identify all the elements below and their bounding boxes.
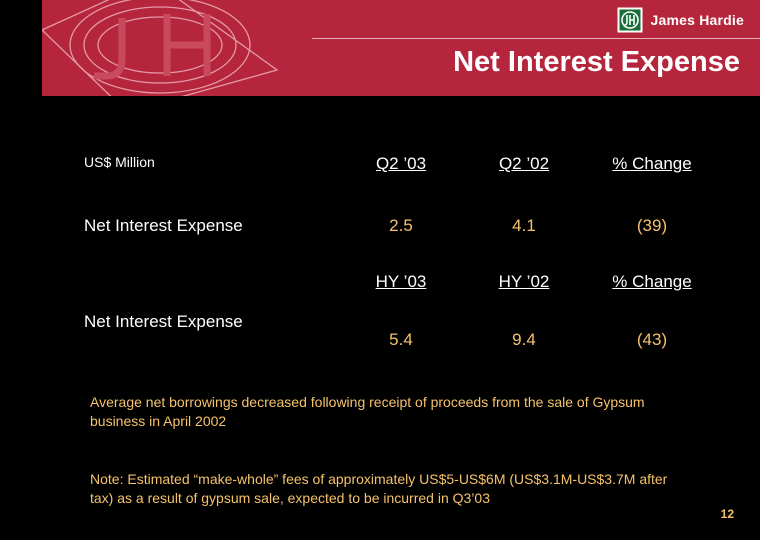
column-header-hy-02: HY ’02 — [498, 272, 550, 291]
header-divider — [312, 38, 760, 39]
value-hy-03: 5.4 — [389, 330, 413, 349]
row-label-quarter: Net Interest Expense — [84, 216, 243, 235]
column-header-pct-change: % Change — [612, 154, 692, 173]
column-header-hy-pct-change: % Change — [612, 272, 692, 291]
page-number: 12 — [720, 507, 734, 521]
jh-watermark-logo — [42, 0, 279, 96]
page-title: Net Interest Expense — [453, 46, 740, 78]
value-hy-02: 9.4 — [512, 330, 536, 349]
value-q2-02: 4.1 — [512, 216, 536, 235]
column-header-hy-03: HY ’03 — [375, 272, 427, 291]
commentary-text: Average net borrowings decreased followi… — [90, 394, 645, 429]
brand: James Hardie — [617, 7, 744, 33]
footnote-text: Note: Estimated “make-whole” fees of app… — [90, 471, 668, 506]
units-label: US$ Million — [84, 154, 155, 170]
value-quarter-change: (39) — [636, 216, 668, 235]
row-label-half-year: Net Interest Expense — [84, 312, 243, 331]
column-header-q2-02: Q2 ’02 — [498, 154, 550, 173]
value-q2-03: 2.5 — [389, 216, 413, 235]
column-header-q2-03: Q2 ’03 — [375, 154, 427, 173]
header-banner: James Hardie Net Interest Expense — [42, 0, 760, 96]
value-hy-change: (43) — [636, 330, 668, 349]
brand-name: James Hardie — [650, 12, 744, 28]
jh-monogram-icon — [617, 7, 643, 33]
